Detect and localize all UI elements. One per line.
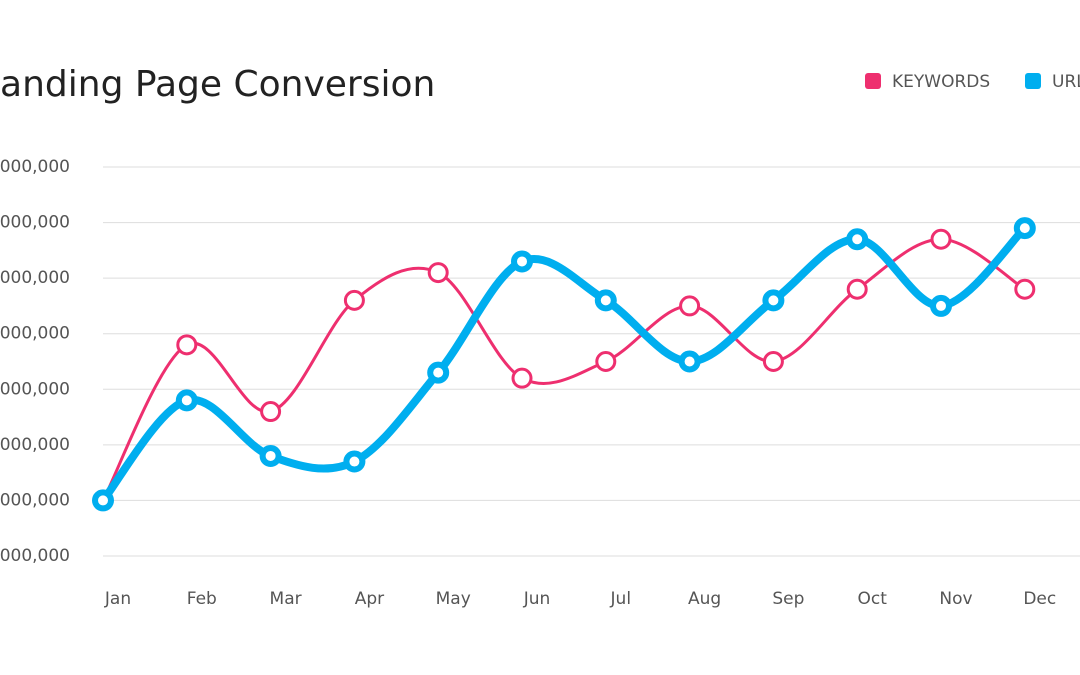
y-tick-label: 6,000,000 xyxy=(0,268,70,288)
data-point xyxy=(511,250,533,273)
data-point xyxy=(92,489,114,512)
data-point xyxy=(762,351,784,372)
x-tick-label: Dec xyxy=(1023,589,1056,609)
x-tick-label: Apr xyxy=(355,589,384,609)
x-tick-label: Sep xyxy=(772,589,804,609)
y-tick-label: 2,000,000 xyxy=(0,490,70,510)
x-tick-label: Jan xyxy=(104,589,131,609)
data-point xyxy=(679,295,701,317)
y-tick-label: 8,000,000 xyxy=(0,157,70,177)
data-point xyxy=(595,351,617,372)
data-point xyxy=(846,278,868,300)
legend-swatch xyxy=(865,73,881,89)
y-tick-label: 7,000,000 xyxy=(0,213,70,233)
data-point xyxy=(1013,217,1036,240)
y-tick-label: 4,000,000 xyxy=(0,379,70,399)
data-point xyxy=(259,444,282,467)
data-point xyxy=(511,367,533,389)
legend-label: KEYWORDS xyxy=(892,72,990,92)
data-point xyxy=(678,350,701,373)
series-line xyxy=(99,225,1028,503)
y-tick-label: 3,000,000 xyxy=(0,435,70,455)
x-tick-label: Jun xyxy=(523,589,551,609)
chart-title: Landing Page Conversion xyxy=(0,64,435,105)
data-point xyxy=(176,334,198,356)
data-point xyxy=(930,228,952,250)
data-point xyxy=(260,401,282,423)
data-point xyxy=(343,450,366,473)
x-tick-label: Oct xyxy=(857,589,887,609)
y-tick-label: 5,000,000 xyxy=(0,324,70,344)
data-point xyxy=(427,361,450,384)
legend-label: URL xyxy=(1052,72,1080,92)
x-tick-label: Nov xyxy=(939,589,972,609)
data-point xyxy=(343,289,365,311)
data-point xyxy=(175,389,198,412)
y-tick-label: 1,000,000 xyxy=(0,546,70,566)
x-tick-label: May xyxy=(436,589,471,609)
x-tick-label: Mar xyxy=(270,589,302,609)
x-tick-label: Jul xyxy=(610,589,632,609)
data-point xyxy=(930,294,952,317)
data-point xyxy=(1014,278,1036,300)
x-tick-label: Aug xyxy=(688,589,721,609)
x-tick-label: Feb xyxy=(187,589,217,609)
data-point xyxy=(427,262,449,284)
data-point xyxy=(762,289,785,312)
data-point xyxy=(846,228,869,251)
legend-swatch xyxy=(1025,73,1041,89)
data-point xyxy=(594,289,617,312)
